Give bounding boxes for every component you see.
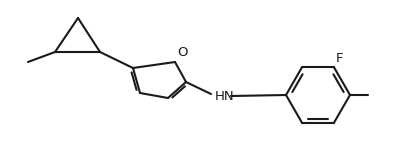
Text: O: O [177,46,187,59]
Text: F: F [336,52,343,65]
Text: HN: HN [215,89,235,103]
